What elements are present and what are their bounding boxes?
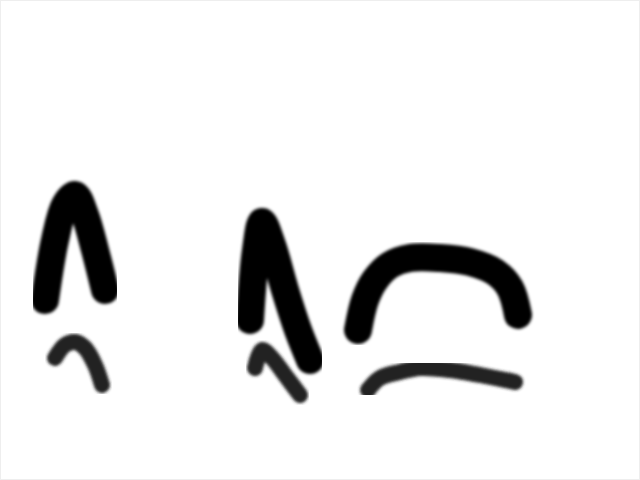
syllable-contour xyxy=(250,222,310,360)
chart xyxy=(0,0,640,480)
plot-area xyxy=(45,195,518,395)
syllable-contour xyxy=(368,368,515,390)
syllable-contour xyxy=(358,257,518,330)
plot-frame xyxy=(1,1,640,480)
syllable-contour xyxy=(45,195,105,300)
syllable-contour xyxy=(255,350,300,395)
syllable-contour xyxy=(55,342,102,385)
